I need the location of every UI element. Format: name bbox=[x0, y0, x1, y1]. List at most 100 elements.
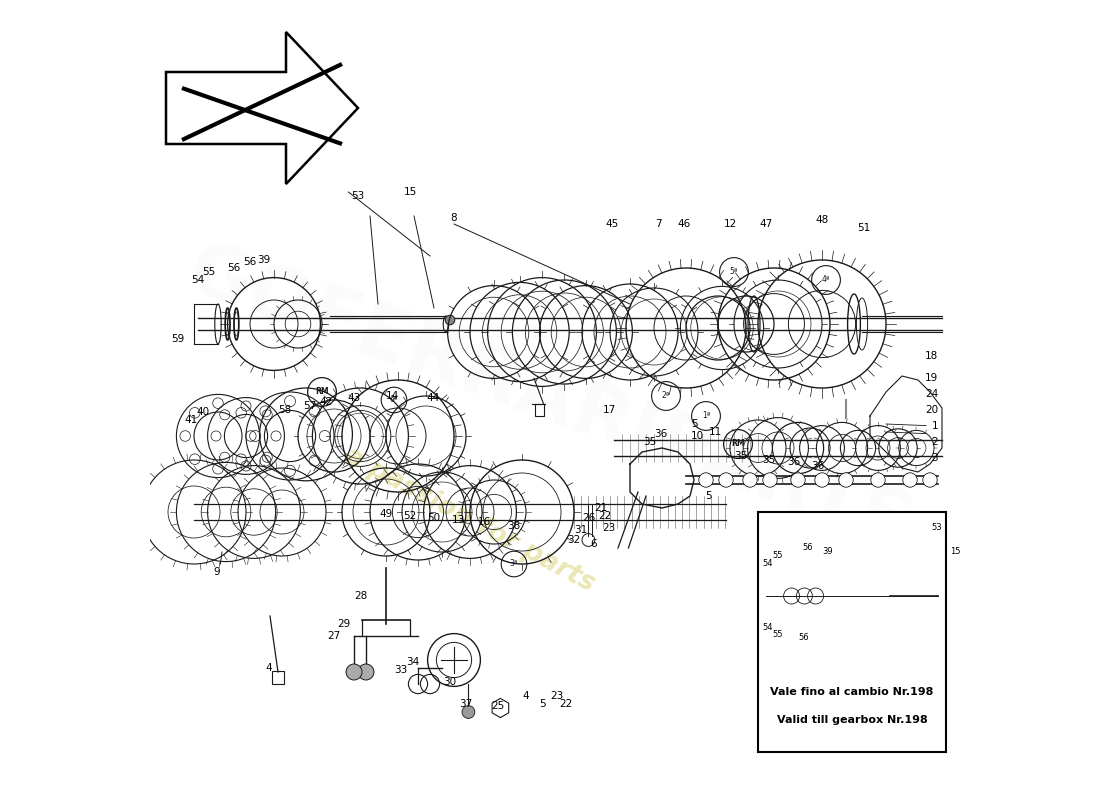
Text: RM: RM bbox=[732, 439, 745, 449]
Text: 21: 21 bbox=[594, 503, 607, 513]
Text: 6ª: 6ª bbox=[389, 395, 398, 405]
Text: 35: 35 bbox=[734, 451, 747, 461]
Text: 39: 39 bbox=[822, 547, 833, 557]
Text: 5ª: 5ª bbox=[729, 267, 738, 277]
Text: 29: 29 bbox=[337, 619, 350, 629]
Text: 55: 55 bbox=[772, 630, 783, 639]
Text: 31: 31 bbox=[574, 526, 587, 535]
FancyBboxPatch shape bbox=[758, 512, 946, 752]
Text: RM: RM bbox=[316, 387, 329, 397]
Text: 24: 24 bbox=[925, 389, 938, 398]
Text: 46: 46 bbox=[678, 219, 691, 229]
Text: 5: 5 bbox=[691, 419, 697, 429]
Text: 27: 27 bbox=[327, 631, 340, 641]
Text: 53: 53 bbox=[932, 523, 942, 533]
Text: 36: 36 bbox=[812, 461, 825, 470]
Text: 36: 36 bbox=[653, 429, 667, 438]
Circle shape bbox=[718, 473, 734, 487]
Text: 36: 36 bbox=[788, 458, 801, 467]
Text: 55: 55 bbox=[201, 267, 214, 277]
Text: 23: 23 bbox=[602, 523, 615, 533]
Text: 1: 1 bbox=[932, 421, 938, 430]
Text: 4: 4 bbox=[522, 691, 529, 701]
Text: 30: 30 bbox=[443, 677, 456, 686]
Text: 51: 51 bbox=[857, 223, 870, 233]
Text: 54: 54 bbox=[762, 559, 772, 569]
Circle shape bbox=[791, 473, 805, 487]
Text: 6: 6 bbox=[591, 539, 597, 549]
Text: 56: 56 bbox=[228, 263, 241, 273]
Circle shape bbox=[742, 473, 757, 487]
Circle shape bbox=[871, 473, 886, 487]
Text: 26: 26 bbox=[582, 514, 595, 523]
Text: 45: 45 bbox=[606, 219, 619, 229]
Text: 35: 35 bbox=[762, 455, 776, 465]
Text: 15: 15 bbox=[404, 187, 417, 197]
Text: 19: 19 bbox=[925, 373, 938, 382]
Text: 54: 54 bbox=[762, 623, 772, 633]
Text: 37: 37 bbox=[460, 699, 473, 709]
Text: 34: 34 bbox=[406, 658, 419, 667]
Text: 56: 56 bbox=[798, 633, 808, 642]
Bar bbox=[535, 404, 544, 416]
Text: 42: 42 bbox=[319, 397, 332, 406]
Text: 35: 35 bbox=[644, 437, 657, 446]
Text: 32: 32 bbox=[568, 535, 581, 545]
Text: 12: 12 bbox=[724, 219, 737, 229]
Text: 52: 52 bbox=[404, 511, 417, 521]
Text: 25: 25 bbox=[492, 701, 505, 710]
Text: 23: 23 bbox=[550, 691, 563, 701]
Text: Vale fino al cambio Nr.198: Vale fino al cambio Nr.198 bbox=[770, 687, 934, 697]
Text: 43: 43 bbox=[348, 394, 361, 403]
Text: 22: 22 bbox=[560, 699, 573, 709]
Circle shape bbox=[358, 664, 374, 680]
Text: 38: 38 bbox=[507, 522, 520, 531]
Circle shape bbox=[839, 473, 854, 487]
Circle shape bbox=[762, 473, 778, 487]
Circle shape bbox=[815, 473, 829, 487]
Text: GOFERRARIPARTS: GOFERRARIPARTS bbox=[177, 234, 923, 566]
Text: 9: 9 bbox=[213, 567, 220, 577]
Text: 5: 5 bbox=[539, 699, 546, 709]
Text: 49: 49 bbox=[379, 509, 393, 518]
Text: 33: 33 bbox=[395, 666, 408, 675]
Text: 58: 58 bbox=[278, 406, 292, 415]
Text: 22: 22 bbox=[598, 511, 612, 521]
Text: 18: 18 bbox=[925, 351, 938, 361]
Text: 13: 13 bbox=[451, 515, 464, 525]
Text: 11: 11 bbox=[708, 427, 722, 437]
Text: 17: 17 bbox=[603, 405, 616, 414]
Text: 57: 57 bbox=[304, 402, 317, 411]
Text: 15: 15 bbox=[950, 547, 960, 557]
Text: 53: 53 bbox=[351, 191, 364, 201]
Text: 4: 4 bbox=[265, 663, 272, 673]
Circle shape bbox=[903, 473, 917, 487]
Text: 56: 56 bbox=[802, 543, 813, 553]
Bar bbox=[272, 671, 285, 684]
Text: 2ª: 2ª bbox=[662, 391, 670, 401]
Circle shape bbox=[698, 473, 713, 487]
Text: 55: 55 bbox=[772, 551, 783, 561]
Text: 5: 5 bbox=[705, 491, 712, 501]
Text: 50: 50 bbox=[428, 514, 441, 523]
Text: 2: 2 bbox=[932, 437, 938, 446]
Text: 48: 48 bbox=[815, 215, 828, 225]
Text: 28: 28 bbox=[354, 591, 367, 601]
Text: 20: 20 bbox=[925, 405, 938, 414]
Text: 41: 41 bbox=[185, 415, 198, 425]
Circle shape bbox=[446, 315, 454, 325]
Text: 39: 39 bbox=[257, 255, 271, 265]
Text: 1ª: 1ª bbox=[702, 411, 711, 421]
Text: 59: 59 bbox=[172, 334, 185, 344]
Text: 16: 16 bbox=[477, 517, 491, 526]
Text: 3ª: 3ª bbox=[509, 559, 518, 569]
Text: 56: 56 bbox=[243, 258, 256, 267]
Text: a passion for parts: a passion for parts bbox=[340, 443, 600, 597]
Text: 4ª: 4ª bbox=[822, 275, 830, 285]
Text: 44: 44 bbox=[426, 394, 439, 403]
Text: 14: 14 bbox=[386, 391, 399, 401]
Text: 3: 3 bbox=[932, 453, 938, 462]
Circle shape bbox=[462, 706, 475, 718]
Text: 54: 54 bbox=[191, 275, 205, 285]
Text: 10: 10 bbox=[691, 431, 704, 441]
